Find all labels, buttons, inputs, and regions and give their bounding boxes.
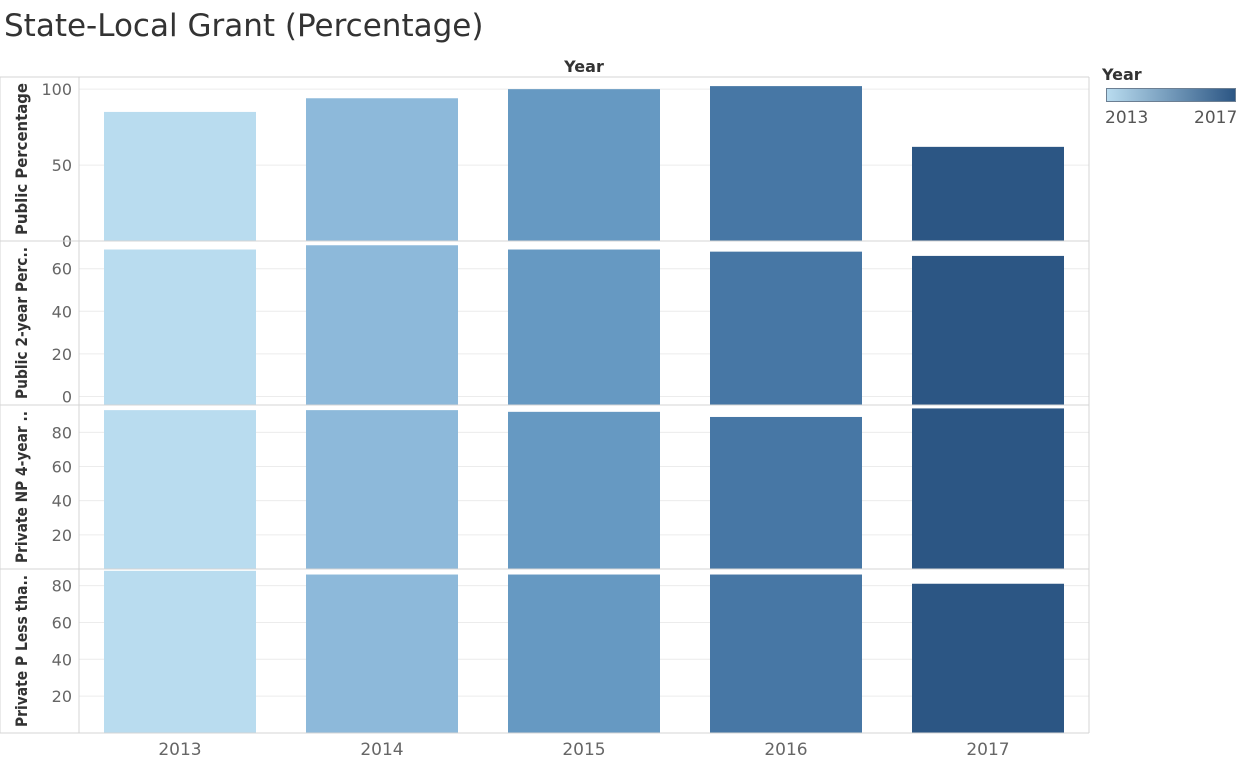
bar-2015-panel-4: [508, 574, 660, 733]
y-tick-label: 60: [52, 613, 72, 632]
bar-2016-panel-1: [710, 86, 862, 241]
row-label-panel-1: Public Percentage: [12, 83, 31, 235]
legend-title: Year: [1102, 65, 1142, 84]
bar-2017-panel-1: [912, 146, 1064, 241]
bar-2016-panel-4: [710, 574, 862, 733]
row-label-panel-3: Private NP 4-year ..: [12, 411, 31, 563]
bar-2016-panel-3: [710, 416, 862, 569]
bar-2014-panel-1: [306, 98, 458, 241]
x-tick-label-2014: 2014: [360, 740, 403, 760]
row-label-panel-4: Private P Less tha..: [12, 575, 31, 727]
y-tick-label: 50: [52, 156, 72, 175]
y-tick-label: 40: [52, 650, 72, 669]
legend-color-ramp: [1106, 88, 1236, 102]
y-tick-label: 20: [52, 687, 72, 706]
bar-2017-panel-4: [912, 583, 1064, 733]
y-tick-label: 60: [52, 260, 72, 279]
bar-2017-panel-3: [912, 408, 1064, 569]
x-tick-label-2016: 2016: [764, 740, 807, 760]
legend-min-label: 2013: [1105, 108, 1149, 128]
y-tick-label: 60: [52, 458, 72, 477]
bar-2014-panel-2: [306, 245, 458, 405]
y-tick-label: 80: [52, 423, 72, 442]
y-tick-label: 20: [52, 345, 72, 364]
bar-2013-panel-1: [104, 111, 256, 241]
row-label-panel-2: Public 2-year Perc..: [12, 247, 31, 399]
y-tick-label: 20: [52, 526, 72, 545]
bar-2015-panel-3: [508, 411, 660, 569]
y-tick-label: 80: [52, 577, 72, 596]
x-tick-label-2013: 2013: [158, 740, 201, 760]
chart-title: State-Local Grant (Percentage): [4, 8, 484, 44]
column-header: Year: [564, 57, 604, 76]
y-tick-label: 100: [41, 80, 72, 99]
legend-max-label: 2017: [1194, 108, 1238, 128]
bar-2013-panel-2: [104, 249, 256, 405]
y-tick-label: 40: [52, 302, 72, 321]
bar-2017-panel-2: [912, 255, 1064, 405]
y-tick-label: 40: [52, 492, 72, 511]
y-tick-label: 0: [62, 387, 72, 406]
bar-2014-panel-3: [306, 410, 458, 569]
x-tick-label-2017: 2017: [966, 740, 1009, 760]
bar-2014-panel-4: [306, 574, 458, 733]
bar-2013-panel-4: [104, 570, 256, 733]
bar-2013-panel-3: [104, 410, 256, 569]
bar-2016-panel-2: [710, 251, 862, 405]
x-tick-label-2015: 2015: [562, 740, 605, 760]
bar-2015-panel-2: [508, 249, 660, 405]
bar-2015-panel-1: [508, 89, 660, 241]
